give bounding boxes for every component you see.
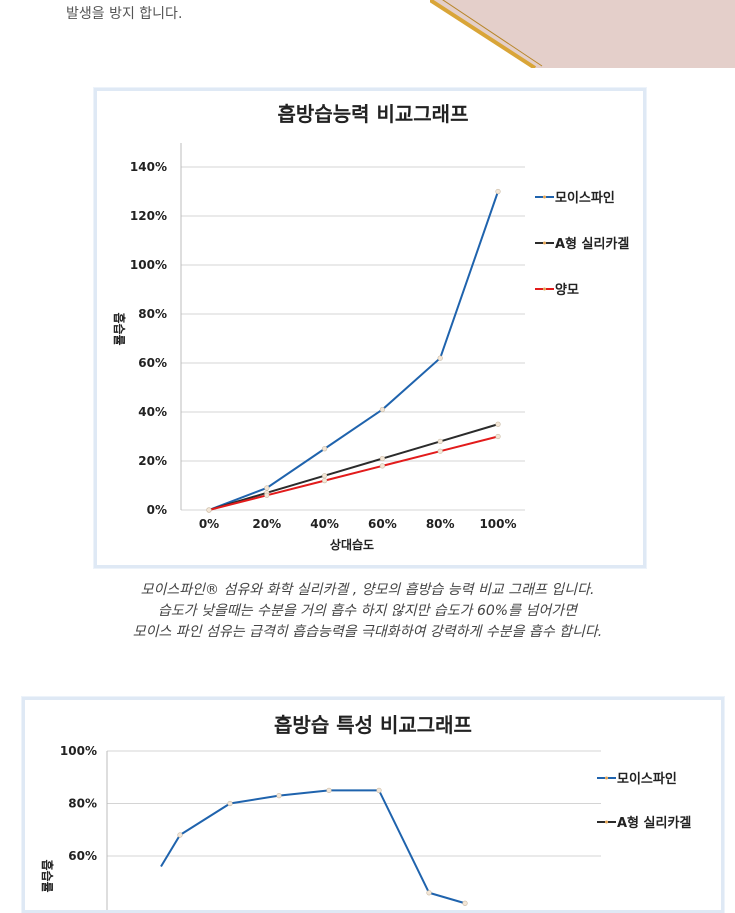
y-axis-label: 흡습률: [40, 859, 55, 892]
intro-tail-text: 발생을 방지 합니다.: [66, 6, 183, 22]
x-tick-label: 40%: [310, 517, 339, 531]
x-axis-label: 상대습도: [330, 537, 374, 552]
y-tick-label: 40%: [138, 405, 167, 419]
data-point: [206, 507, 212, 513]
legend-label: 모이스파인: [555, 190, 615, 206]
y-axis-label: 흡습률: [112, 312, 127, 345]
absorption-chart: 흡방습능력 비교그래프 상대습도 흡습률 0% 20% 40% 60% 80% 100% 1…: [112, 102, 629, 552]
y-tick-label: 60%: [138, 356, 167, 370]
legend-marker: [543, 195, 546, 199]
y-tick-label: 80%: [68, 797, 97, 811]
chart-title: 흡방습 특성 비교그래프: [274, 713, 472, 737]
data-point: [276, 793, 282, 799]
data-point: [437, 438, 443, 445]
chart-title: 흡방습능력 비교그래프: [278, 102, 469, 126]
data-point: [322, 473, 328, 479]
y-tick-label: 60%: [68, 849, 97, 863]
characteristic-chart-frame: 흡방습 특성 비교그래프 흡습률 60% 80% 100% 모이스파인 A형 실리카겔: [22, 697, 724, 913]
legend-marker: [543, 287, 546, 291]
x-tick-label: 80%: [426, 517, 455, 531]
x-tick-label: 100%: [479, 517, 516, 531]
series-line: [208, 191, 499, 511]
y-tick-label: 0%: [147, 503, 167, 517]
data-point: [227, 800, 233, 807]
characteristic-chart: 흡방습 특성 비교그래프 흡습률 60% 80% 100% 모이스파인 A형 실리카겔: [40, 713, 691, 910]
legend-marker: [605, 820, 608, 824]
data-point: [322, 446, 328, 452]
series-line: [208, 435, 499, 511]
legend-label: 양모: [555, 283, 579, 298]
data-point: [322, 478, 328, 484]
caption-line: 모이스파인® 섬유와 화학 실리카겔 , 양모의 흡방습 능력 비교 그래프 입…: [140, 582, 595, 598]
x-tick-label: 20%: [252, 517, 281, 531]
data-point: [495, 421, 501, 427]
y-tick-label: 100%: [130, 258, 167, 272]
caption-line: 습도가 낮을때는 수분을 거의 흡수 하지 않지만 습도가 60%를 넘어가면: [158, 603, 577, 619]
y-tick-label: 120%: [130, 209, 167, 223]
legend-label: 모이스파인: [617, 771, 677, 787]
chart-caption: 모이스파인® 섬유와 화학 실리카겔 , 양모의 흡방습 능력 비교 그래프 입…: [0, 580, 735, 643]
data-point: [177, 832, 183, 838]
series-line: [160, 789, 466, 905]
series-line: [208, 423, 499, 511]
legend-label: A형 실리카겔: [555, 236, 629, 252]
data-point: [495, 433, 501, 440]
data-point: [379, 406, 386, 413]
data-point: [326, 787, 332, 793]
data-point: [376, 787, 382, 793]
legend-marker: [543, 241, 546, 245]
legend-marker: [605, 776, 608, 780]
x-tick-label: 60%: [368, 517, 397, 531]
x-tick-label: 0%: [199, 517, 219, 531]
data-point: [437, 448, 443, 454]
data-point: [264, 492, 270, 498]
legend-label: A형 실리카겔: [617, 815, 691, 831]
y-tick-label: 20%: [138, 454, 167, 468]
data-point: [426, 890, 432, 896]
data-point: [495, 188, 501, 195]
y-tick-label: 80%: [138, 307, 167, 321]
data-point: [379, 455, 386, 462]
data-point: [462, 900, 468, 906]
y-tick-label: 100%: [60, 744, 97, 758]
caption-line: 모이스 파인 섬유는 급격히 흡습능력을 극대화하여 강력하게 수분을 흡수 합…: [132, 624, 603, 640]
absorption-chart-frame: 흡방습능력 비교그래프 상대습도 흡습률 0% 20% 40% 60% 80% 100% 1…: [94, 88, 646, 568]
data-point: [264, 485, 270, 491]
y-tick-label: 140%: [130, 160, 167, 174]
data-point: [437, 355, 443, 361]
product-photo: [430, 0, 735, 68]
data-point: [379, 463, 386, 469]
